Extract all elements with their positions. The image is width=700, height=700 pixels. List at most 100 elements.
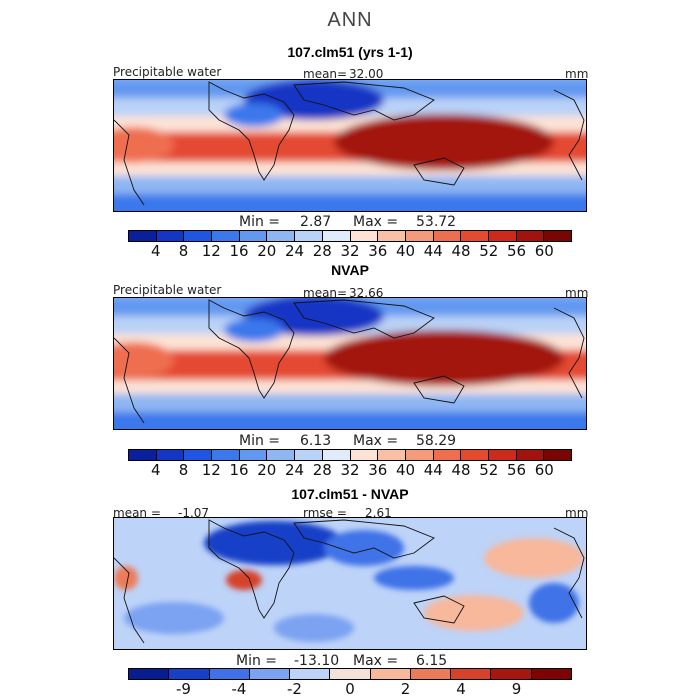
p1-coast-asia (293, 81, 435, 121)
colorbar-tick-label: 12 (201, 461, 221, 479)
colorbar-segment (350, 450, 379, 460)
p3-neg-maritime (374, 566, 454, 590)
colorbar-segment (129, 669, 170, 679)
p1-coast-africa (208, 81, 295, 181)
colorbar-segment (516, 450, 545, 460)
colorbar-tick-label: 2 (400, 680, 411, 698)
p3-coast-australia (413, 595, 465, 624)
colorbar-segment (405, 231, 434, 241)
colorbar-segment (322, 450, 351, 460)
colorbar-segment (249, 669, 291, 679)
colorbar-tick-label: -2 (287, 680, 302, 698)
panel-3-min-label: Min = (236, 653, 278, 669)
p3-neg-arabia (324, 530, 404, 566)
colorbar-tick-label: 20 (257, 461, 277, 479)
panel-2-min-label: Min = (239, 433, 281, 449)
colorbar-segment (184, 450, 213, 460)
colorbar-tick-label: 4 (150, 461, 161, 479)
panel-3-colorbar (128, 668, 572, 680)
p2-band-south-mid (114, 394, 586, 412)
colorbar-tick-label: 28 (312, 461, 332, 479)
colorbar-segment (516, 231, 545, 241)
colorbar-tick-label: 52 (479, 461, 499, 479)
colorbar-segment (209, 669, 250, 679)
colorbar-tick-label: 40 (395, 461, 416, 479)
p2-east-pac-warm (114, 342, 174, 378)
panel-3-mean-value: -1.07 (178, 506, 210, 520)
panel-3-rmse-label: rmse = (303, 506, 347, 520)
p3-coast-samerica (114, 557, 145, 644)
colorbar-tick-label: 36 (368, 242, 388, 260)
colorbar-tick-label: 36 (368, 461, 388, 479)
colorbar-segment (212, 231, 240, 241)
panel-1-min-value: 2.87 (300, 214, 332, 230)
panel-2-units: mm (565, 286, 589, 300)
colorbar-segment (461, 450, 489, 460)
panel-2-min-value: 6.13 (300, 433, 332, 449)
p3-neg-south-atl (124, 602, 224, 634)
panel-3-rmse-value: 2.61 (365, 506, 392, 520)
p3-coast-americas-east (553, 527, 585, 619)
p3-pos-congo (226, 570, 262, 590)
colorbar-tick-label: 60 (534, 242, 554, 260)
colorbar-tick-label: 44 (423, 242, 443, 260)
p1-coast-americas-east (553, 89, 585, 181)
colorbar-segment (451, 669, 492, 679)
panel-1-title: 107.clm51 (yrs 1-1) (287, 44, 413, 60)
colorbar-tick-label: 9 (511, 680, 522, 698)
p1-dry-sahara (224, 103, 284, 127)
colorbar-tick-label: -4 (231, 680, 247, 698)
panel-2-mean-value: 32.66 (349, 286, 384, 300)
colorbar-segment (169, 669, 210, 679)
colorbar-tick-label: 32 (340, 461, 360, 479)
colorbar-segment (156, 231, 185, 241)
panel-3-mean-label: mean = (113, 506, 161, 520)
p1-band-south-mid (114, 176, 586, 194)
panel-3-max-value: 6.15 (416, 653, 448, 669)
colorbar-segment (405, 450, 434, 460)
colorbar-segment (410, 669, 452, 679)
p2-coast-samerica (114, 337, 145, 424)
panel-3-title: 107.clm51 - NVAP (291, 486, 409, 502)
panel-1-colorbar (128, 230, 572, 242)
p1-coast-samerica (114, 119, 145, 206)
colorbar-segment (461, 231, 489, 241)
p1-warm-pool (334, 114, 554, 170)
colorbar-segment (544, 450, 571, 460)
colorbar-tick-label: 44 (423, 461, 443, 479)
p1-band-south-polar (114, 194, 586, 211)
colorbar-tick-label: 32 (340, 242, 360, 260)
colorbar-segment (491, 669, 532, 679)
colorbar-tick-label: -9 (176, 680, 191, 698)
p3-pos-east-pac (484, 538, 584, 578)
panel-3-max-label: Max = (353, 653, 399, 669)
colorbar-segment (295, 450, 323, 460)
colorbar-tick-label: 4 (456, 680, 466, 698)
colorbar-tick-label: 48 (451, 461, 471, 479)
panel-3-units: mm (565, 506, 589, 520)
colorbar-tick-label: 56 (506, 242, 527, 260)
panel-1-max-label: Max = (353, 214, 399, 230)
panel-2-map (113, 297, 587, 430)
colorbar-tick-label: 16 (229, 461, 249, 479)
p3-pos-sa-west (114, 566, 138, 590)
panel-3-min-value: -13.10 (294, 653, 340, 669)
colorbar-segment (488, 231, 517, 241)
p2-coast-americas-east (553, 307, 585, 399)
panel-2-colorbar (128, 449, 572, 461)
panel-1-max-value: 53.72 (416, 214, 457, 230)
panel-1-mean-label: mean= (303, 67, 348, 81)
colorbar-tick-label: 60 (534, 461, 554, 479)
panel-2-max-label: Max = (353, 433, 399, 449)
colorbar-segment (531, 669, 571, 679)
colorbar-segment (378, 450, 406, 460)
panel-2-field-label: Precipitable water (113, 283, 222, 297)
colorbar-tick-label: 8 (178, 242, 189, 260)
colorbar-segment (184, 231, 213, 241)
colorbar-tick-label: 4 (150, 242, 161, 260)
panel-2-max-value: 58.29 (416, 433, 457, 449)
p2-band-south-sub (114, 380, 586, 394)
colorbar-segment (488, 450, 517, 460)
p3-coast-asia (293, 519, 435, 559)
p2-coast-asia (293, 299, 435, 339)
